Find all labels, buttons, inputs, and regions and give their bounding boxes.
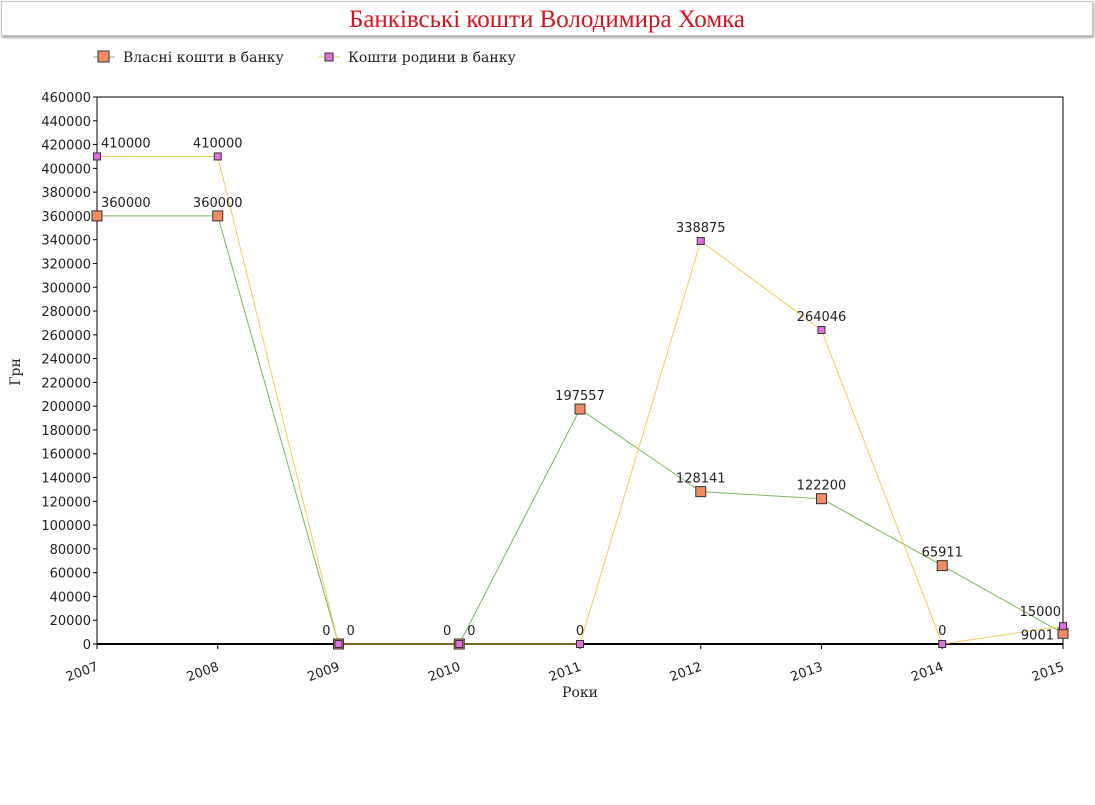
data-label: 0	[467, 624, 475, 639]
y-tick-label: 420000	[41, 139, 91, 154]
data-label: 0	[347, 624, 355, 639]
y-tick-label: 320000	[41, 257, 91, 272]
data-label: 410000	[101, 136, 151, 151]
legend-marker-own	[97, 50, 110, 63]
data-label: 264046	[797, 310, 847, 325]
plot-frame	[96, 96, 1064, 645]
x-tick-label: 2014	[909, 660, 945, 685]
data-point	[936, 560, 948, 572]
y-tick-label: 380000	[41, 186, 91, 201]
chart-title-bar: Банківські кошти Володимира Хомка	[1, 1, 1093, 36]
legend-label-family: Кошти родини в банку	[348, 50, 516, 66]
data-label: 410000	[193, 136, 243, 151]
y-tick-label: 60000	[50, 567, 91, 582]
y-tick-label: 180000	[41, 424, 91, 439]
data-label: 9001	[1021, 628, 1054, 643]
data-label: 65911	[922, 546, 963, 561]
data-point	[696, 237, 705, 246]
series-line-1	[97, 215, 1064, 645]
data-label: 122200	[797, 479, 847, 494]
data-label: 197557	[555, 389, 605, 404]
y-tick-label: 40000	[50, 590, 91, 605]
y-tick-label: 120000	[41, 495, 91, 510]
y-tick-label: 400000	[41, 162, 91, 177]
y-axis-label: Грн	[8, 358, 24, 386]
data-point	[695, 486, 707, 498]
data-label: 338875	[676, 221, 726, 236]
y-tick-label: 100000	[41, 519, 91, 534]
y-tick-label: 20000	[50, 614, 91, 629]
data-label: 15000	[1020, 605, 1061, 620]
data-point	[91, 210, 103, 222]
x-tick-label: 2010	[426, 660, 462, 685]
y-tick-label: 260000	[41, 329, 91, 344]
legend-marker-family	[324, 52, 334, 62]
y-tick-label: 460000	[41, 91, 91, 106]
x-tick-label: 2015	[1030, 660, 1066, 685]
x-tick-label: 2012	[668, 660, 704, 685]
y-tick-label: 240000	[41, 353, 91, 368]
x-tick-label: 2009	[306, 660, 342, 685]
y-tick-label: 140000	[41, 472, 91, 487]
x-tick-label: 2007	[64, 660, 100, 685]
x-axis-label: Роки	[562, 685, 598, 701]
chart-title: Банківські кошти Володимира Хомка	[348, 6, 746, 33]
y-tick-label: 340000	[41, 234, 91, 249]
data-label: 128141	[676, 472, 726, 487]
y-tick-label: 0	[83, 638, 91, 653]
data-label: 360000	[101, 196, 151, 211]
y-tick-label: 280000	[41, 305, 91, 320]
y-tick-label: 300000	[41, 281, 91, 296]
y-tick-label: 200000	[41, 400, 91, 415]
data-point	[817, 326, 826, 335]
data-point	[213, 152, 222, 161]
x-tick-label: 2008	[185, 660, 221, 685]
data-point	[1059, 622, 1067, 631]
legend-label-own: Власні кошти в банку	[123, 50, 285, 66]
data-point	[93, 152, 101, 161]
data-point	[576, 640, 584, 648]
data-label: 0	[443, 624, 451, 639]
data-point	[816, 493, 827, 505]
data-point	[938, 640, 947, 648]
legend: Власні кошти в банку Кошти родини в банк…	[93, 50, 516, 66]
data-point	[334, 640, 343, 648]
data-point	[455, 640, 464, 648]
data-label: 0	[322, 624, 330, 639]
data-label: 360000	[193, 196, 243, 211]
y-tick-label: 360000	[41, 210, 91, 225]
data-point	[574, 403, 586, 415]
y-tick-label: 160000	[41, 448, 91, 463]
x-tick-label: 2013	[789, 660, 825, 685]
y-tick-label: 80000	[50, 543, 91, 558]
data-point	[212, 210, 224, 222]
y-tick-label: 440000	[41, 115, 91, 130]
data-label: 0	[576, 624, 584, 639]
y-tick-label: 220000	[41, 376, 91, 391]
x-tick-label: 2011	[547, 660, 583, 685]
data-label: 0	[938, 624, 946, 639]
